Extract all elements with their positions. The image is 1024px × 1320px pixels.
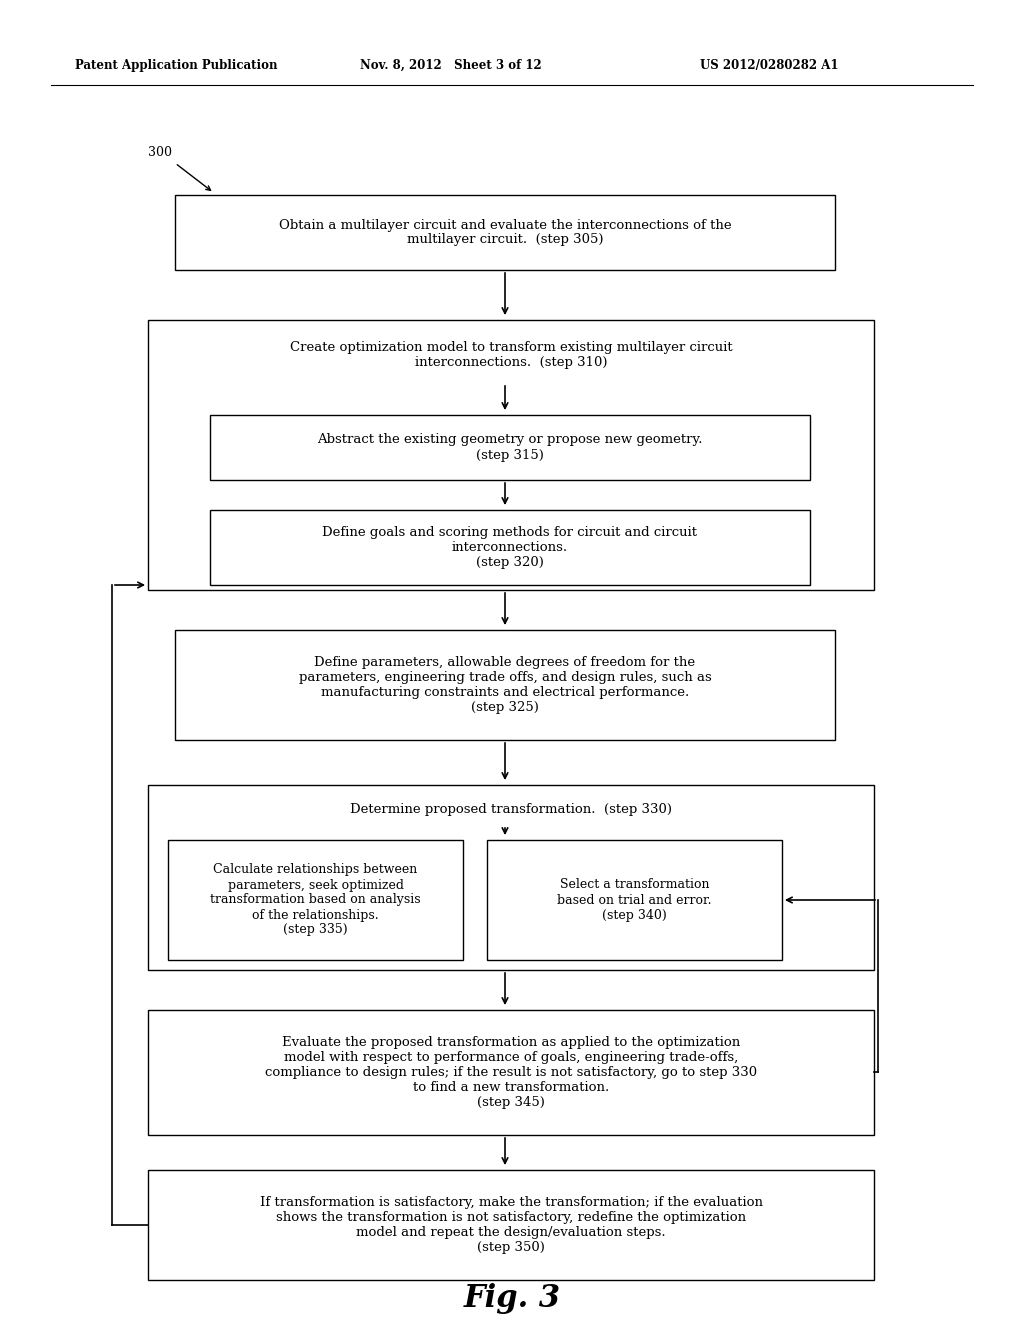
Bar (148, 1010, 874, 1135)
Bar (487, 840, 782, 960)
Bar (175, 195, 835, 271)
Text: Nov. 8, 2012   Sheet 3 of 12: Nov. 8, 2012 Sheet 3 of 12 (360, 58, 542, 71)
Text: Abstract the existing geometry or propose new geometry.
(step 315): Abstract the existing geometry or propos… (317, 433, 702, 462)
Bar (210, 510, 810, 585)
Text: Calculate relationships between
parameters, seek optimized
transformation based : Calculate relationships between paramete… (210, 863, 421, 936)
Text: Fig. 3: Fig. 3 (464, 1283, 560, 1313)
Text: Evaluate the proposed transformation as applied to the optimization
model with r: Evaluate the proposed transformation as … (265, 1036, 757, 1109)
Bar (175, 630, 835, 741)
Bar (148, 319, 874, 590)
Text: If transformation is satisfactory, make the transformation; if the evaluation
sh: If transformation is satisfactory, make … (259, 1196, 763, 1254)
Text: Define parameters, allowable degrees of freedom for the
parameters, engineering : Define parameters, allowable degrees of … (299, 656, 712, 714)
Text: Patent Application Publication: Patent Application Publication (75, 58, 278, 71)
Text: 300: 300 (148, 145, 172, 158)
Text: Create optimization model to transform existing multilayer circuit
interconnecti: Create optimization model to transform e… (290, 341, 732, 370)
Bar (168, 840, 463, 960)
Bar (148, 1170, 874, 1280)
Bar (210, 414, 810, 480)
Text: Define goals and scoring methods for circuit and circuit
interconnections.
(step: Define goals and scoring methods for cir… (323, 525, 697, 569)
Bar (148, 785, 874, 970)
Text: Select a transformation
based on trial and error.
(step 340): Select a transformation based on trial a… (557, 879, 712, 921)
Text: Obtain a multilayer circuit and evaluate the interconnections of the
multilayer : Obtain a multilayer circuit and evaluate… (279, 219, 731, 247)
Text: US 2012/0280282 A1: US 2012/0280282 A1 (700, 58, 839, 71)
Text: Determine proposed transformation.  (step 330): Determine proposed transformation. (step… (350, 804, 672, 817)
